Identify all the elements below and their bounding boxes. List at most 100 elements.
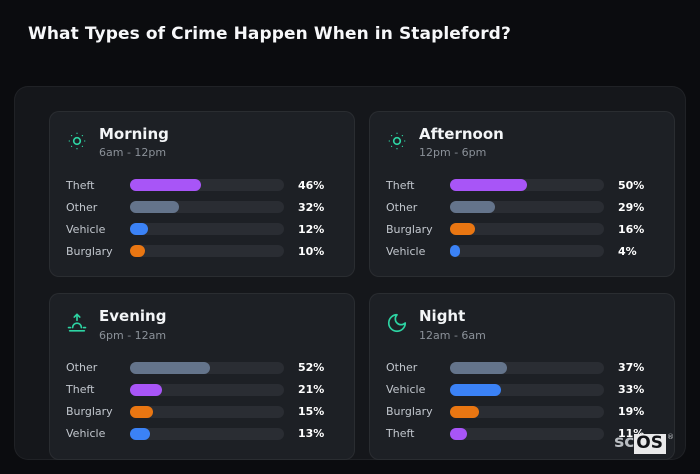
bar-fill bbox=[450, 361, 507, 374]
bar-label: Burglary bbox=[66, 244, 113, 258]
panel-header: Night 12am - 6am bbox=[386, 307, 658, 342]
bar-value: 12% bbox=[298, 222, 325, 236]
bar-row: Other 29% bbox=[386, 196, 658, 218]
bar-track bbox=[450, 245, 604, 258]
panel-subtitle: 12am - 6am bbox=[419, 328, 486, 342]
panel-heading: Morning 6am - 12pm bbox=[99, 125, 169, 160]
bar-fill bbox=[130, 361, 211, 374]
bar-value: 37% bbox=[618, 361, 645, 374]
bar-label: Theft bbox=[66, 383, 95, 396]
bar-track bbox=[130, 405, 284, 418]
bar-label: Other bbox=[66, 200, 98, 214]
bar-track bbox=[130, 427, 284, 440]
bar-row: Vehicle 12% bbox=[66, 218, 338, 240]
bar-track bbox=[450, 201, 604, 214]
panel-morning: Morning 6am - 12pm Theft 46% Other 32% V… bbox=[49, 111, 355, 278]
bar-row: Theft 11% bbox=[386, 423, 658, 445]
page-title: What Types of Crime Happen When in Stapl… bbox=[28, 24, 511, 44]
sun-icon bbox=[66, 130, 88, 152]
bar-value: 16% bbox=[618, 222, 645, 236]
bar-row: Theft 21% bbox=[66, 379, 338, 401]
bar-list: Theft 50% Other 29% Burglary 16% Vehicle bbox=[386, 174, 658, 262]
panel-afternoon: Afternoon 12pm - 6pm Theft 50% Other 29%… bbox=[369, 111, 675, 278]
bar-fill bbox=[130, 427, 151, 440]
bar-track bbox=[130, 201, 284, 214]
bar-row: Burglary 10% bbox=[66, 240, 338, 262]
bar-label: Vehicle bbox=[66, 427, 106, 440]
bar-fill bbox=[130, 223, 149, 236]
bar-track bbox=[450, 405, 604, 418]
bar-row: Theft 46% bbox=[66, 174, 338, 196]
bar-value: 15% bbox=[298, 405, 325, 418]
bar-fill bbox=[130, 179, 201, 192]
panel-subtitle: 12pm - 6pm bbox=[419, 146, 487, 160]
bar-row: Vehicle 33% bbox=[386, 379, 658, 401]
bar-label: Other bbox=[386, 361, 418, 374]
bar-track bbox=[130, 245, 284, 258]
bar-fill bbox=[130, 201, 180, 214]
bar-value: 10% bbox=[298, 244, 325, 258]
bar-row: Vehicle 4% bbox=[386, 240, 658, 262]
sunrise-icon bbox=[66, 312, 88, 334]
bar-value: 19% bbox=[618, 405, 645, 418]
bar-label: Theft bbox=[386, 427, 415, 440]
panel-grid: Morning 6am - 12pm Theft 46% Other 32% V… bbox=[49, 111, 675, 460]
bar-label: Theft bbox=[386, 178, 415, 192]
bar-row: Other 37% bbox=[386, 357, 658, 379]
bar-fill bbox=[130, 405, 154, 418]
panel-night: Night 12am - 6am Other 37% Vehicle 33% B… bbox=[369, 293, 675, 460]
panel-title: Night bbox=[419, 307, 466, 326]
bar-label: Vehicle bbox=[386, 244, 426, 258]
bar-label: Other bbox=[66, 361, 98, 374]
panel-heading: Night 12am - 6am bbox=[419, 307, 486, 342]
panel-title: Morning bbox=[99, 125, 169, 143]
bar-track bbox=[130, 223, 284, 236]
bar-label: Vehicle bbox=[66, 222, 106, 236]
panel-header: Morning 6am - 12pm bbox=[66, 125, 338, 160]
bar-track bbox=[450, 361, 604, 374]
panel-subtitle: 6am - 12pm bbox=[99, 146, 167, 160]
bar-fill bbox=[130, 383, 163, 396]
bar-row: Vehicle 13% bbox=[66, 423, 338, 445]
bar-row: Other 52% bbox=[66, 357, 338, 379]
watermark-brand: OS bbox=[634, 434, 666, 454]
bar-value: 21% bbox=[298, 383, 325, 396]
bar-value: 52% bbox=[298, 361, 325, 374]
bar-list: Other 37% Vehicle 33% Burglary 19% Theft bbox=[386, 357, 658, 445]
bar-label: Theft bbox=[66, 178, 95, 192]
bar-fill bbox=[450, 245, 460, 258]
bar-fill bbox=[130, 245, 146, 258]
panel-header: Evening 6pm - 12am bbox=[66, 307, 338, 342]
bar-list: Other 52% Theft 21% Burglary 15% Vehicle bbox=[66, 357, 338, 445]
bar-label: Vehicle bbox=[386, 383, 426, 396]
bar-value: 4% bbox=[618, 244, 637, 258]
bar-value: 32% bbox=[298, 200, 325, 214]
bar-fill bbox=[450, 223, 475, 236]
panel-subtitle: 6pm - 12am bbox=[99, 328, 167, 342]
bar-row: Theft 50% bbox=[386, 174, 658, 196]
bar-value: 50% bbox=[618, 178, 645, 192]
bar-value: 13% bbox=[298, 427, 325, 440]
bar-row: Other 32% bbox=[66, 196, 338, 218]
bar-track bbox=[130, 383, 284, 396]
bar-row: Burglary 15% bbox=[66, 401, 338, 423]
panel-heading: Afternoon 12pm - 6pm bbox=[419, 125, 504, 160]
watermark: sc OS ® bbox=[614, 434, 674, 454]
dashboard-board: Morning 6am - 12pm Theft 46% Other 32% V… bbox=[14, 86, 686, 460]
panel-header: Afternoon 12pm - 6pm bbox=[386, 125, 658, 160]
bar-track bbox=[450, 179, 604, 192]
bar-track bbox=[130, 179, 284, 192]
bar-track bbox=[450, 383, 604, 396]
bar-track bbox=[450, 427, 604, 440]
bar-fill bbox=[450, 427, 467, 440]
bar-fill bbox=[450, 179, 527, 192]
bar-value: 46% bbox=[298, 178, 325, 192]
bar-fill bbox=[450, 201, 495, 214]
bar-track bbox=[450, 223, 604, 236]
bar-row: Burglary 19% bbox=[386, 401, 658, 423]
bar-fill bbox=[450, 383, 501, 396]
moon-icon bbox=[386, 312, 408, 334]
bar-fill bbox=[450, 405, 480, 418]
bar-value: 29% bbox=[618, 200, 645, 214]
bar-label: Burglary bbox=[386, 222, 433, 236]
